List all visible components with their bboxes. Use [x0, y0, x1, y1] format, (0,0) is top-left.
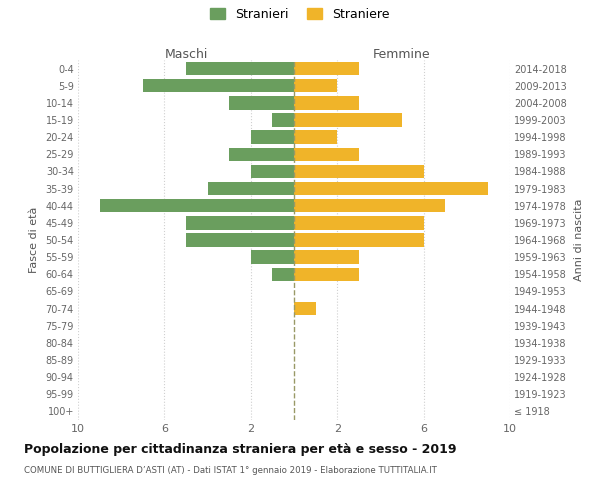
- Y-axis label: Fasce di età: Fasce di età: [29, 207, 38, 273]
- Bar: [294, 182, 488, 196]
- Bar: [294, 250, 359, 264]
- Bar: [294, 268, 359, 281]
- Bar: [294, 130, 337, 144]
- Bar: [294, 199, 445, 212]
- Bar: [272, 268, 294, 281]
- Legend: Stranieri, Straniere: Stranieri, Straniere: [205, 2, 395, 26]
- Bar: [100, 199, 294, 212]
- Text: COMUNE DI BUTTIGLIERA D’ASTI (AT) - Dati ISTAT 1° gennaio 2019 - Elaborazione TU: COMUNE DI BUTTIGLIERA D’ASTI (AT) - Dati…: [24, 466, 437, 475]
- Bar: [229, 96, 294, 110]
- Bar: [294, 216, 424, 230]
- Text: Femmine: Femmine: [373, 48, 431, 61]
- Bar: [294, 62, 359, 76]
- Bar: [294, 164, 424, 178]
- Bar: [143, 79, 294, 92]
- Bar: [294, 302, 316, 316]
- Text: Popolazione per cittadinanza straniera per età e sesso - 2019: Popolazione per cittadinanza straniera p…: [24, 442, 457, 456]
- Bar: [186, 62, 294, 76]
- Text: Maschi: Maschi: [164, 48, 208, 61]
- Bar: [251, 164, 294, 178]
- Bar: [208, 182, 294, 196]
- Bar: [294, 114, 402, 126]
- Bar: [186, 216, 294, 230]
- Bar: [186, 234, 294, 246]
- Bar: [272, 114, 294, 126]
- Y-axis label: Anni di nascita: Anni di nascita: [574, 198, 584, 281]
- Bar: [294, 148, 359, 161]
- Bar: [251, 130, 294, 144]
- Bar: [251, 250, 294, 264]
- Bar: [229, 148, 294, 161]
- Bar: [294, 79, 337, 92]
- Bar: [294, 96, 359, 110]
- Bar: [294, 234, 424, 246]
